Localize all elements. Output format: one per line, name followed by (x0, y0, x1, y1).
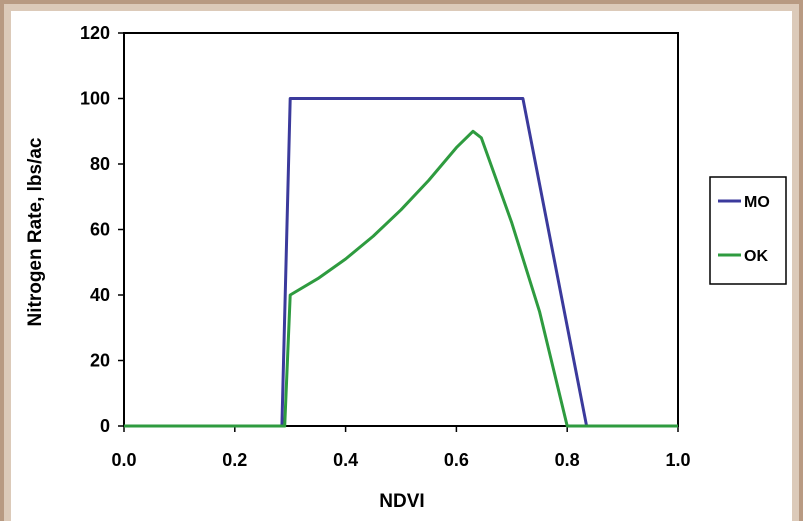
x-tick-label: 0.6 (444, 450, 469, 470)
y-tick-label: 120 (80, 23, 110, 43)
y-tick-label: 60 (90, 220, 110, 240)
x-tick-label: 1.0 (665, 450, 690, 470)
x-tick-label: 0.2 (222, 450, 247, 470)
x-tick-label: 0.4 (333, 450, 358, 470)
legend-box (709, 176, 787, 285)
legend-label-mo: MO (744, 194, 770, 211)
legend: MO OK (709, 176, 787, 285)
y-tick-label: 100 (80, 89, 110, 109)
y-tick-label: 20 (90, 351, 110, 371)
series-line-ok (124, 129, 678, 428)
y-tick-label: 40 (90, 285, 110, 305)
y-tick-label: 0 (100, 416, 110, 436)
y-tick-label: 80 (90, 154, 110, 174)
x-tick-label: 0.8 (555, 450, 580, 470)
x-axis-label: NDVI (379, 491, 424, 512)
y-axis-label: Nitrogen Rate, lbs/ac (25, 137, 46, 326)
x-tick-label: 0.0 (111, 450, 136, 470)
plot-area (123, 32, 679, 427)
legend-label-ok: OK (744, 248, 768, 265)
